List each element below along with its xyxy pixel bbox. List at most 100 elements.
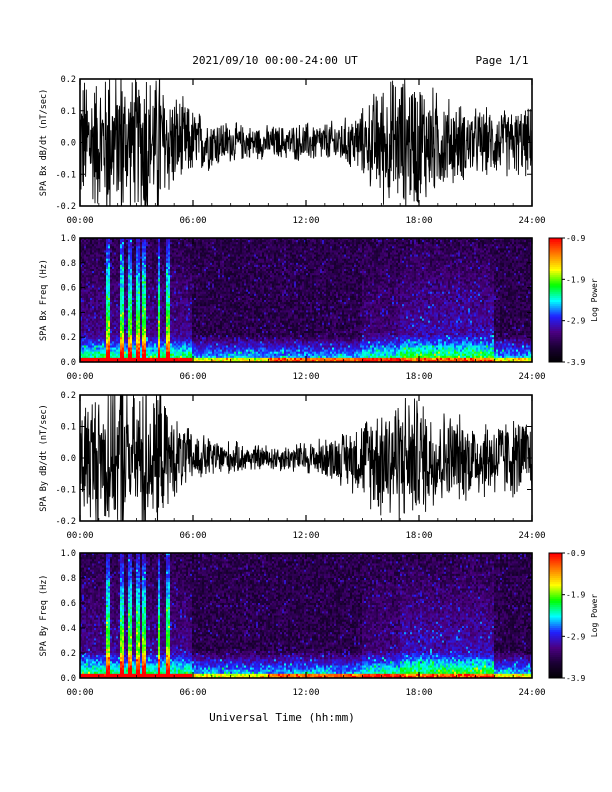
- heatmap-cell: [178, 289, 181, 293]
- heatmap-cell: [238, 246, 241, 249]
- heatmap-cell: [82, 248, 85, 251]
- heatmap-cell: [190, 312, 193, 315]
- heatmap-cell: [240, 238, 243, 241]
- heatmap-cell: [218, 250, 221, 253]
- heatmap-cell: [138, 297, 141, 301]
- heatmap-cell: [234, 322, 237, 326]
- heatmap-cell: [182, 328, 185, 332]
- heatmap-cell: [200, 316, 203, 319]
- heatmap-cell: [238, 347, 241, 350]
- heatmap-cell: [138, 252, 141, 255]
- heatmap-cell: [214, 359, 217, 363]
- heatmap-cell: [176, 295, 179, 299]
- heatmap-cell: [192, 279, 195, 282]
- heatmap-cell: [238, 328, 241, 332]
- heatmap-cell: [166, 295, 169, 299]
- heatmap-cell: [230, 308, 233, 311]
- heatmap-cell: [170, 349, 173, 353]
- heatmap-cell: [192, 283, 195, 286]
- heatmap-cell: [124, 291, 127, 295]
- heatmap-cell: [180, 333, 183, 336]
- heatmap-cell: [184, 252, 187, 255]
- heatmap-cell: [180, 302, 183, 305]
- heatmap-cell: [110, 357, 113, 361]
- heatmap-cell: [164, 252, 167, 255]
- heatmap-cell: [242, 308, 245, 311]
- heatmap-cell: [84, 331, 87, 334]
- heatmap-cell: [122, 287, 125, 291]
- heatmap-cell: [94, 314, 97, 317]
- heatmap-cell: [94, 277, 97, 280]
- heatmap-cell: [108, 287, 111, 291]
- heatmap-cell: [208, 254, 211, 257]
- heatmap-cell: [92, 258, 95, 262]
- heatmap-cell: [222, 343, 225, 346]
- heatmap-cell: [130, 324, 133, 328]
- heatmap-cell: [226, 275, 229, 278]
- heatmap-cell: [176, 324, 179, 328]
- heatmap-cell: [236, 264, 239, 268]
- heatmap-cell: [112, 269, 115, 272]
- heatmap-cell: [214, 264, 217, 268]
- heatmap-cell: [214, 238, 217, 241]
- heatmap-cell: [94, 341, 97, 344]
- heatmap-cell: [156, 244, 159, 247]
- heatmap-cell: [124, 256, 127, 260]
- heatmap-cell: [160, 254, 163, 257]
- heatmap-cell: [154, 242, 157, 245]
- heatmap-cell: [116, 242, 119, 245]
- heatmap-cell: [170, 337, 173, 340]
- heatmap-cell: [222, 283, 225, 286]
- heatmap-cell: [146, 295, 149, 299]
- heatmap-cell: [160, 279, 163, 282]
- heatmap-cell: [142, 337, 145, 340]
- heatmap-cell: [128, 293, 131, 297]
- heatmap-cell: [240, 275, 243, 278]
- heatmap-cell: [240, 295, 243, 299]
- heatmap-cell: [96, 287, 99, 291]
- heatmap-cell: [80, 326, 83, 330]
- heatmap-cell: [94, 353, 97, 357]
- heatmap-cell: [84, 260, 87, 264]
- heatmap-cell: [126, 328, 129, 332]
- heatmap-cell: [130, 357, 133, 361]
- heatmap-cell: [156, 310, 159, 313]
- heatmap-cell: [90, 320, 93, 324]
- heatmap-cell: [116, 345, 119, 348]
- heatmap-cell: [196, 238, 199, 241]
- heatmap-cell: [92, 353, 95, 357]
- heatmap-cell: [134, 347, 137, 350]
- heatmap-cell: [210, 310, 213, 313]
- heatmap-cell: [120, 328, 123, 332]
- heatmap-cell: [106, 320, 109, 324]
- heatmap-cell: [112, 285, 115, 288]
- heatmap-cell: [104, 295, 107, 299]
- heatmap-cell: [192, 266, 195, 270]
- heatmap-cell: [208, 314, 211, 317]
- heatmap-cell: [98, 326, 101, 330]
- heatmap-cell: [82, 242, 85, 245]
- heatmap-cell: [112, 256, 115, 260]
- heatmap-cell: [226, 246, 229, 249]
- heatmap-cell: [126, 312, 129, 315]
- heatmap-cell: [198, 349, 201, 353]
- heatmap-cell: [112, 312, 115, 315]
- heatmap-cell: [150, 246, 153, 249]
- heatmap-cell: [92, 312, 95, 315]
- heatmap-cell: [224, 339, 227, 342]
- heatmap-cell: [156, 266, 159, 270]
- heatmap-cell: [98, 269, 101, 272]
- heatmap-cell: [134, 297, 137, 301]
- heatmap-cell: [232, 238, 235, 241]
- heatmap-cell: [182, 326, 185, 330]
- heatmap-cell: [166, 328, 169, 332]
- heatmap-cell: [202, 248, 205, 251]
- heatmap-cell: [110, 252, 113, 255]
- heatmap-cell: [184, 277, 187, 280]
- heatmap-cell: [186, 293, 189, 297]
- heatmap-cell: [236, 258, 239, 262]
- heatmap-cell: [240, 353, 243, 357]
- heatmap-cell: [216, 262, 219, 266]
- heatmap-cell: [214, 310, 217, 313]
- heatmap-cell: [90, 238, 93, 241]
